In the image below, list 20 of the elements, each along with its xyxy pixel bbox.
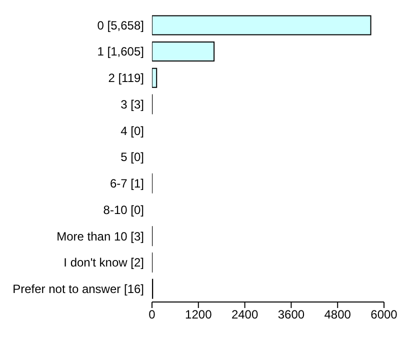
x-tick-label: 3600 xyxy=(278,308,305,322)
y-tick-label: 4 [0] xyxy=(120,124,144,138)
x-tick-label: 6000 xyxy=(370,308,398,322)
y-tick-label: 0 [5,658] xyxy=(97,18,144,32)
y-tick-label: 1 [1,605] xyxy=(97,44,144,59)
bar xyxy=(152,15,372,36)
bar xyxy=(152,68,158,88)
y-tick-label: 6-7 [1] xyxy=(110,176,144,191)
y-tick-label: 3 [3] xyxy=(120,97,144,112)
y-tick-label: More than 10 [3] xyxy=(56,229,144,244)
y-tick-label: 2 [119] xyxy=(108,71,144,86)
y-tick-label: 8-10 [0] xyxy=(103,202,144,217)
y-tick-label: Prefer not to answer [16] xyxy=(12,282,144,296)
y-tick-label: I don't know [2] xyxy=(64,256,144,270)
bar xyxy=(152,42,215,62)
x-tick-label: 2400 xyxy=(231,308,258,322)
x-tick-label: 1200 xyxy=(185,308,212,322)
x-tick-label: 4800 xyxy=(324,308,352,322)
x-tick-label: 0 xyxy=(148,308,156,322)
y-tick-label: 5 [0] xyxy=(120,150,144,164)
